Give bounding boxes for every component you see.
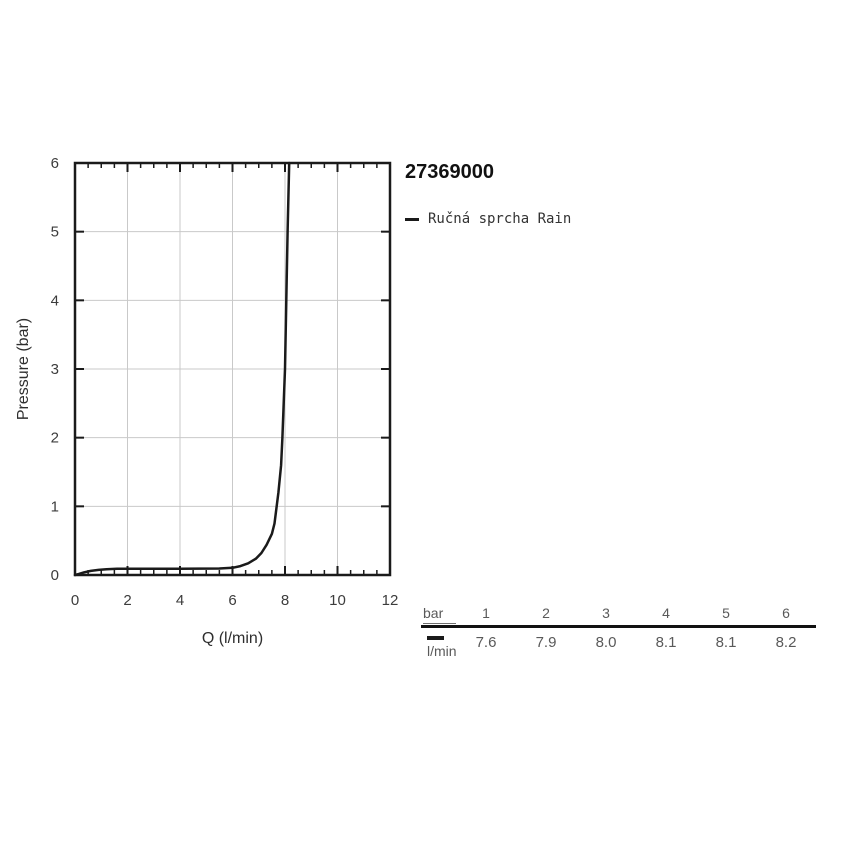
y-axis-label: Pressure (bar)	[15, 318, 32, 420]
y-tick-label: 4	[51, 292, 59, 309]
table-header-cell: 2	[542, 605, 550, 621]
x-tick-label: 10	[329, 592, 346, 609]
table-value-cell: 8.2	[775, 634, 797, 651]
table-header-label-cell: bar	[421, 605, 457, 624]
legend: Ručná sprcha Rain	[405, 211, 571, 227]
x-tick-label: 8	[281, 592, 289, 609]
table-header-cell: 3	[602, 605, 610, 621]
table-value-cell: 8.0	[595, 634, 617, 651]
y-tick-label: 5	[51, 224, 59, 241]
y-tick-label: 0	[51, 567, 59, 584]
table-row-label: l/min	[427, 643, 457, 659]
x-tick-label: 6	[228, 592, 236, 609]
x-tick-label: 4	[176, 592, 184, 609]
line-marker-icon	[405, 217, 419, 221]
table-value-cell: 8.1	[715, 634, 737, 651]
y-tick-label: 6	[51, 155, 59, 172]
y-tick-label: 3	[51, 361, 59, 378]
table-value-cell: 7.6	[475, 634, 497, 651]
table-value-cell: 8.1	[655, 634, 677, 651]
x-axis-label: Q (l/min)	[202, 630, 263, 647]
table-value-cell: 7.9	[535, 634, 557, 651]
table-header-cell: 5	[722, 605, 730, 621]
table-header-bar: bar	[423, 605, 457, 624]
x-tick-label: 12	[382, 592, 399, 609]
table-header-cell: 6	[782, 605, 790, 621]
table-value-row: l/min 7.6 7.9 8.0 8.1 8.1 8.2	[421, 634, 816, 659]
x-tick-label: 0	[71, 592, 79, 609]
legend-label: Ručná sprcha Rain	[428, 211, 572, 227]
flow-curve	[73, 161, 291, 577]
table-divider	[421, 625, 816, 628]
table-header-cell: 4	[662, 605, 670, 621]
y-tick-label: 2	[51, 430, 59, 447]
plot-frame	[73, 161, 392, 577]
table-row-label-cell: l/min	[421, 634, 457, 659]
chart-title: 27369000	[405, 161, 494, 183]
table-header-row: bar 1 2 3 4 5 6	[421, 605, 816, 624]
flow-rate-table: bar 1 2 3 4 5 6 l/min 7.6 7.9 8.0 8.1 8.…	[421, 605, 816, 659]
table-header-cell: 1	[482, 605, 490, 621]
line-marker-icon	[427, 636, 444, 640]
y-tick-label: 1	[51, 498, 59, 515]
x-tick-label: 2	[123, 592, 131, 609]
